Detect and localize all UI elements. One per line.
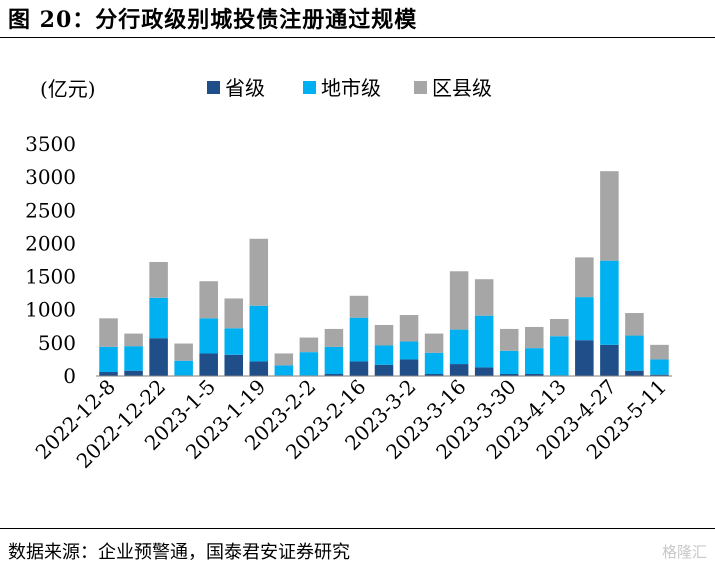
bar-segment bbox=[374, 324, 394, 346]
bar-segment bbox=[600, 260, 619, 345]
bar-segment bbox=[299, 352, 319, 376]
legend-label: 地市级 bbox=[321, 76, 381, 100]
bar-segment bbox=[124, 333, 143, 347]
top-rule bbox=[0, 37, 715, 38]
bar-segment bbox=[349, 317, 369, 362]
bar-segment bbox=[650, 359, 669, 375]
bar-segment bbox=[349, 361, 369, 376]
unit-label: (亿元) bbox=[40, 77, 96, 101]
bar-segment bbox=[474, 367, 494, 376]
bar-segment bbox=[499, 350, 519, 375]
y-tick-label: 1000 bbox=[25, 298, 76, 322]
bar-segment bbox=[124, 346, 143, 371]
y-tick-label: 1500 bbox=[25, 265, 76, 289]
bar-segment bbox=[499, 328, 519, 351]
bar-segment bbox=[650, 374, 669, 376]
bar-segment bbox=[274, 365, 294, 376]
legend-label: 区县级 bbox=[432, 76, 492, 100]
bar-segment bbox=[524, 374, 544, 376]
bar-segment bbox=[499, 374, 519, 376]
bar-segment bbox=[274, 353, 294, 366]
bar-segment bbox=[524, 348, 544, 375]
legend: 省级 地市级 区县级 bbox=[207, 76, 492, 100]
bars bbox=[99, 171, 669, 376]
bar-segment bbox=[324, 328, 344, 347]
bar-segment bbox=[224, 354, 244, 376]
bar-segment bbox=[625, 335, 644, 371]
watermark: 格隆汇 bbox=[661, 543, 707, 561]
y-axis: 0 500 1000 1500 2000 2500 3000 3500 bbox=[25, 132, 76, 388]
bar-segment bbox=[625, 370, 644, 376]
bar-segment bbox=[249, 361, 269, 376]
bar-segment bbox=[424, 352, 444, 375]
bar-segment bbox=[174, 360, 193, 376]
bar-segment bbox=[224, 328, 244, 355]
bar-segment bbox=[650, 344, 669, 360]
bar-segment bbox=[124, 370, 143, 376]
bar-segment bbox=[324, 374, 344, 376]
bar-segment bbox=[399, 315, 419, 342]
bar-segment bbox=[449, 271, 469, 330]
y-tick-label: 3500 bbox=[25, 132, 76, 156]
legend-swatch bbox=[303, 81, 316, 94]
bottom-rule bbox=[0, 528, 715, 529]
bar-segment bbox=[374, 345, 394, 365]
bar-segment bbox=[550, 336, 569, 376]
bar-segment bbox=[249, 238, 269, 306]
bar-segment bbox=[524, 326, 544, 349]
figure-title: 图 20：分行政级别城投债注册通过规模 bbox=[8, 7, 418, 33]
bar-segment bbox=[399, 359, 419, 376]
bar-segment bbox=[349, 295, 369, 318]
bar-segment bbox=[149, 297, 168, 339]
bar-segment bbox=[575, 257, 594, 298]
bar-segment bbox=[474, 279, 494, 316]
bar-segment bbox=[399, 341, 419, 360]
bar-segment bbox=[174, 343, 193, 361]
legend-swatch bbox=[414, 81, 427, 94]
bar-segment bbox=[99, 346, 118, 373]
bar-segment bbox=[449, 364, 469, 376]
legend-swatch bbox=[207, 81, 220, 94]
bar-segment bbox=[99, 372, 118, 376]
bar-segment bbox=[374, 364, 394, 376]
bar-segment bbox=[299, 337, 319, 353]
y-tick-label: 2000 bbox=[25, 231, 76, 255]
bar-segment bbox=[324, 346, 344, 375]
y-tick-label: 2500 bbox=[25, 198, 76, 222]
y-tick-label: 0 bbox=[63, 364, 76, 388]
bar-segment bbox=[474, 315, 494, 368]
bar-segment bbox=[149, 338, 168, 376]
y-tick-label: 500 bbox=[38, 331, 76, 355]
stacked-bar-chart: (亿元) 省级 地市级 区县级 0 500 1000 1500 2000 2500 3000 35… bbox=[25, 76, 672, 473]
bar-segment bbox=[625, 313, 644, 336]
bar-segment bbox=[424, 333, 444, 353]
bar-segment bbox=[575, 340, 594, 376]
legend-label: 省级 bbox=[225, 76, 265, 100]
bar-segment bbox=[600, 344, 619, 376]
bar-segment bbox=[249, 305, 269, 362]
bar-segment bbox=[199, 353, 218, 376]
bar-segment bbox=[149, 261, 168, 298]
y-tick-label: 3000 bbox=[25, 165, 76, 189]
bar-segment bbox=[600, 171, 619, 261]
source-note: 数据来源：企业预警通，国泰君安证券研究 bbox=[8, 542, 350, 563]
bar-segment bbox=[575, 297, 594, 341]
bar-segment bbox=[199, 281, 218, 319]
bar-segment bbox=[99, 318, 118, 347]
bar-segment bbox=[449, 329, 469, 365]
x-axis: 2022-12-82022-12-222023-1-52023-1-192023… bbox=[31, 375, 672, 473]
bar-segment bbox=[224, 298, 244, 329]
bar-segment bbox=[550, 318, 569, 337]
bar-segment bbox=[199, 318, 218, 354]
bar-segment bbox=[424, 374, 444, 376]
